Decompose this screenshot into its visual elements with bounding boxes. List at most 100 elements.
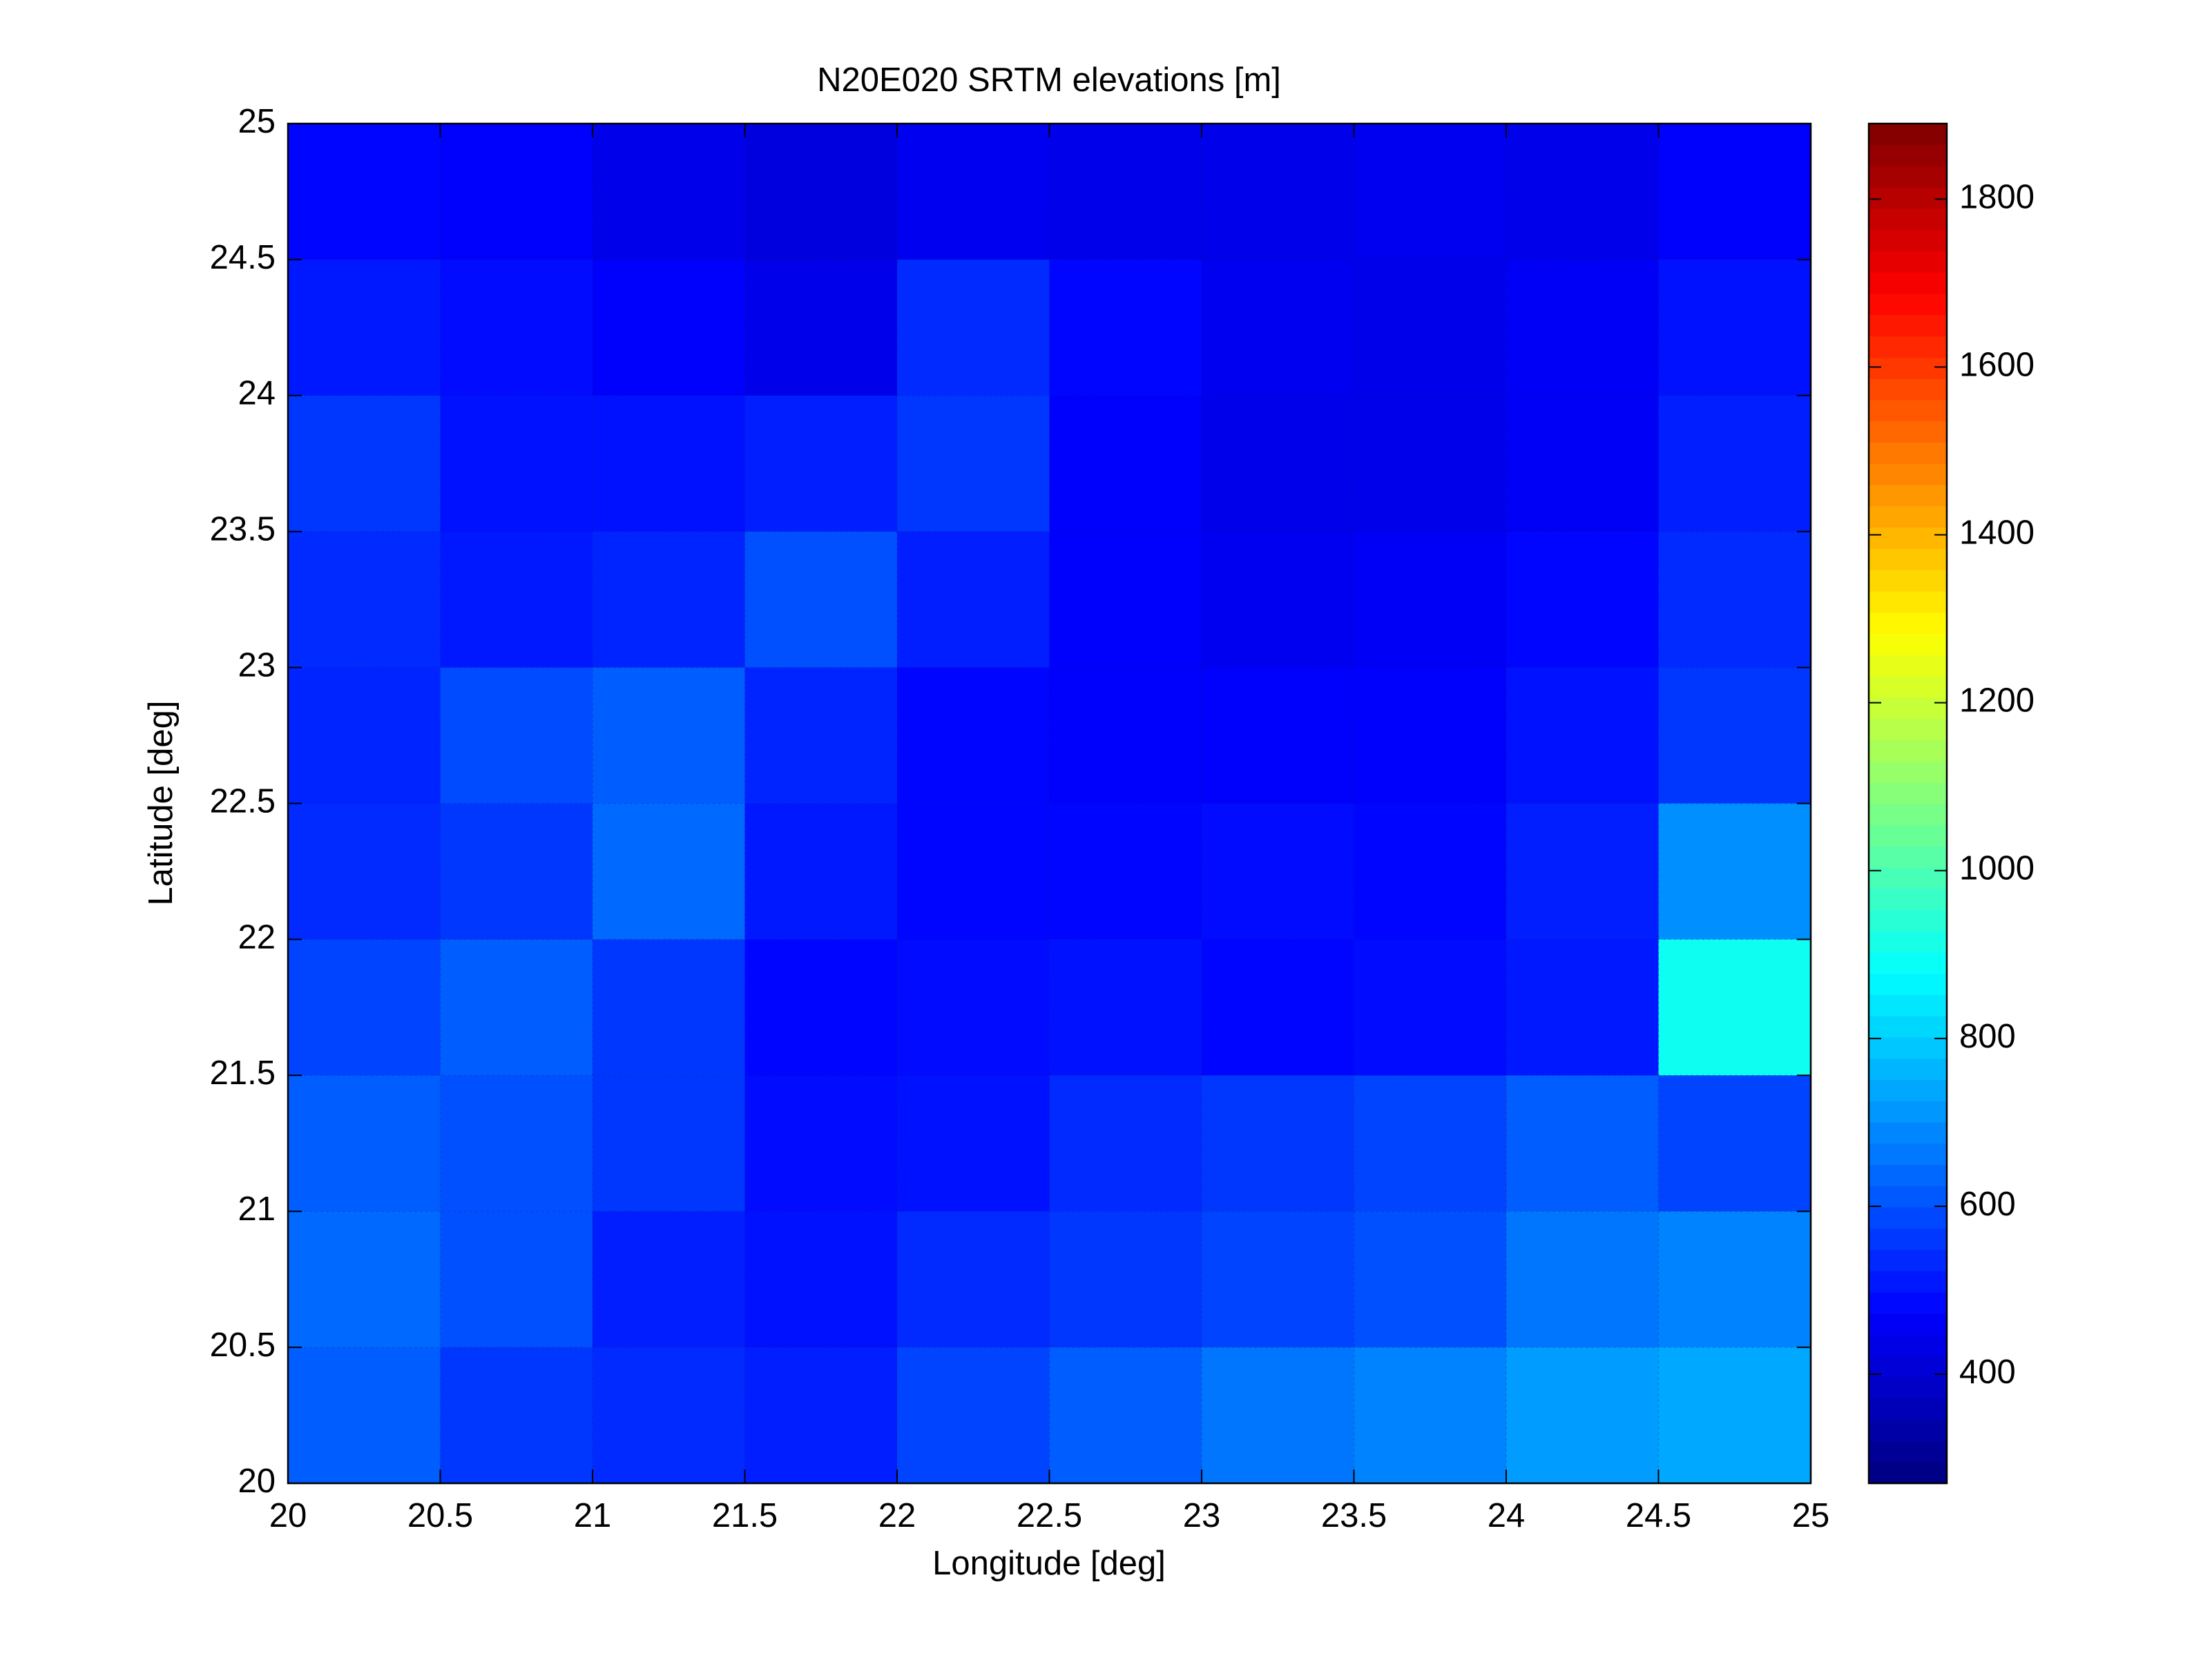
heatmap-cell: [440, 531, 593, 668]
heatmap-cell: [1658, 939, 1811, 1076]
colorbar-step: [1869, 909, 1947, 932]
heatmap-cell: [1049, 667, 1202, 804]
x-tick-label: 21.5: [712, 1497, 778, 1534]
heatmap-cell: [440, 1347, 593, 1484]
x-tick-label: 20: [269, 1497, 307, 1534]
colorbar-step: [1869, 612, 1947, 634]
colorbar-tick-label: 1600: [1959, 346, 2035, 383]
heatmap-cell: [1658, 1347, 1811, 1484]
colorbar-step: [1869, 505, 1947, 528]
heatmap-cell: [288, 1347, 441, 1484]
heatmap-cell: [1506, 124, 1659, 260]
heatmap-cell: [897, 1347, 1050, 1484]
colorbar-step: [1869, 994, 1947, 1016]
heatmap-cell: [1658, 395, 1811, 532]
heatmap-cell: [897, 259, 1050, 396]
colorbar-step: [1869, 952, 1947, 974]
colorbar-step: [1869, 1058, 1947, 1080]
heatmap-cell: [1202, 667, 1354, 804]
heatmap-cell: [1658, 1075, 1811, 1212]
colorbar-step: [1869, 1207, 1947, 1229]
y-tick-label: 24: [238, 375, 276, 412]
heatmap-cell: [1049, 1347, 1202, 1484]
colorbar-step: [1869, 357, 1947, 379]
colorbar-step: [1869, 1016, 1947, 1038]
heatmap-cell: [593, 939, 745, 1076]
heatmap-cell: [1354, 939, 1507, 1076]
x-tick-label: 25: [1792, 1497, 1830, 1534]
colorbar-step: [1869, 1249, 1947, 1271]
heatmap-cell: [1202, 1347, 1354, 1484]
heatmap-cell: [1049, 395, 1202, 532]
plot-frame: [287, 122, 1812, 1485]
colorbar-step: [1869, 314, 1947, 337]
heatmap-cell: [744, 124, 898, 260]
colorbar-step: [1869, 1356, 1947, 1378]
chart-title: N20E020 SRTM elevations [m]: [817, 61, 1281, 99]
colorbar-step: [1869, 1292, 1947, 1314]
heatmap-cell: [593, 259, 745, 396]
heatmap-cell: [1354, 395, 1507, 532]
heatmap-cell: [744, 939, 898, 1076]
colorbar-step: [1869, 378, 1947, 401]
heatmap-cell: [1202, 531, 1354, 668]
colorbar-step: [1869, 782, 1947, 804]
heatmap-cell: [1658, 667, 1811, 804]
colorbar-step: [1869, 1271, 1947, 1293]
colorbar-step: [1869, 1101, 1947, 1123]
colorbar-step: [1869, 1440, 1947, 1463]
colorbar-step: [1869, 1377, 1947, 1399]
colorbar-step: [1869, 166, 1947, 188]
colorbar-tick-label: 600: [1959, 1186, 2016, 1223]
heatmap-cell: [897, 939, 1050, 1076]
heatmap-cell: [1049, 803, 1202, 940]
heatmap-cell: [593, 1347, 745, 1484]
colorbar-step: [1869, 655, 1947, 677]
heatmap-cell: [1354, 124, 1507, 260]
heatmap-cell: [744, 531, 898, 668]
heatmap-cell: [288, 1211, 441, 1348]
heatmap-cell: [897, 1075, 1050, 1212]
heatmap-cell: [1049, 531, 1202, 668]
heatmap-cell: [1658, 803, 1811, 940]
heatmap-cell: [897, 667, 1050, 804]
heatmap-cell: [897, 803, 1050, 940]
heatmap-cell: [744, 667, 898, 804]
heatmap-cell: [744, 1211, 898, 1348]
heatmap-cell: [593, 1075, 745, 1212]
heatmap-cell: [1506, 1075, 1659, 1212]
heatmap-cell: [744, 1075, 898, 1212]
heatmap-cell: [1049, 939, 1202, 1076]
colorbar-step: [1869, 229, 1947, 252]
heatmap-cell: [1354, 1347, 1507, 1484]
colorbar-step: [1869, 760, 1947, 783]
colorbar-step: [1869, 251, 1947, 273]
heatmap-cell: [1658, 259, 1811, 396]
heatmap-cell: [1202, 1211, 1354, 1348]
heatmap: [288, 124, 1811, 1484]
colorbar-tick-label: 1800: [1959, 178, 2035, 215]
heatmap-cell: [440, 1075, 593, 1212]
colorbar-step: [1869, 421, 1947, 443]
colorbar-step: [1869, 1228, 1947, 1251]
colorbar-step: [1869, 1037, 1947, 1059]
heatmap-cell: [1506, 531, 1659, 668]
x-axis-label: Longitude [deg]: [932, 1545, 1166, 1582]
colorbar-step: [1869, 1186, 1947, 1208]
heatmap-cell: [1354, 1075, 1507, 1212]
heatmap-cell: [1506, 1211, 1659, 1348]
colorbar-step: [1869, 846, 1947, 868]
colorbar-step: [1869, 1334, 1947, 1356]
x-tick-label: 24: [1488, 1497, 1526, 1534]
colorbar-step: [1869, 1079, 1947, 1101]
colorbar-step: [1869, 740, 1947, 762]
heatmap-cell: [593, 124, 745, 260]
heatmap-cell: [1202, 395, 1354, 532]
colorbar-step: [1869, 1121, 1947, 1144]
heatmap-cell: [1658, 1211, 1811, 1348]
colorbar-step: [1869, 697, 1947, 719]
colorbar-tick-label: 1200: [1959, 682, 2035, 720]
y-tick-label: 23: [238, 647, 276, 684]
colorbar-step: [1869, 187, 1947, 209]
